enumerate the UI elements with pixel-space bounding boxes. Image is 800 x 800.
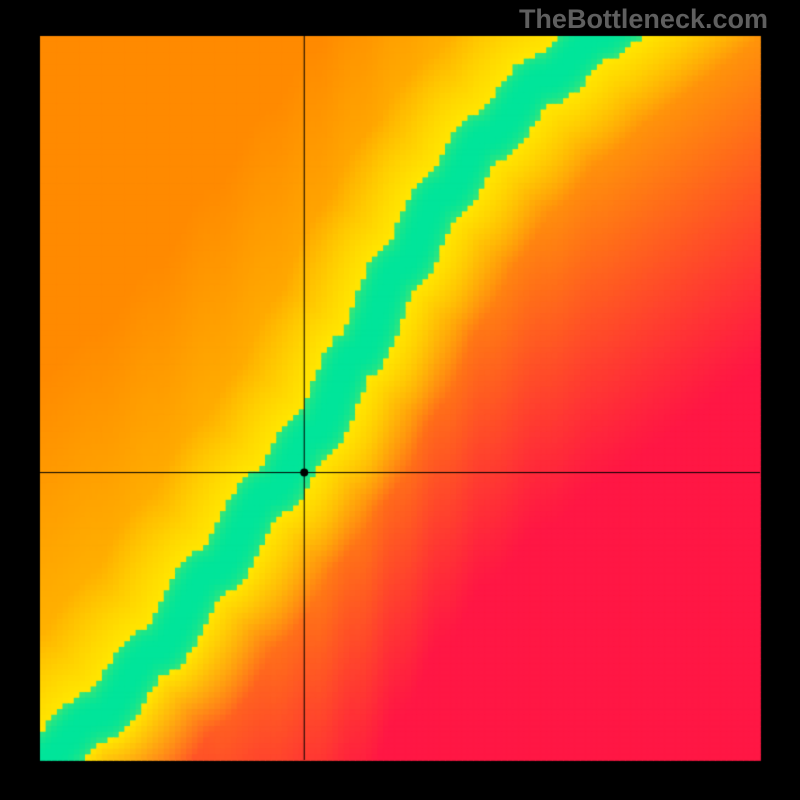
watermark-text: TheBottleneck.com (519, 4, 768, 35)
chart-container: TheBottleneck.com (0, 0, 800, 800)
heatmap-canvas (0, 0, 800, 800)
